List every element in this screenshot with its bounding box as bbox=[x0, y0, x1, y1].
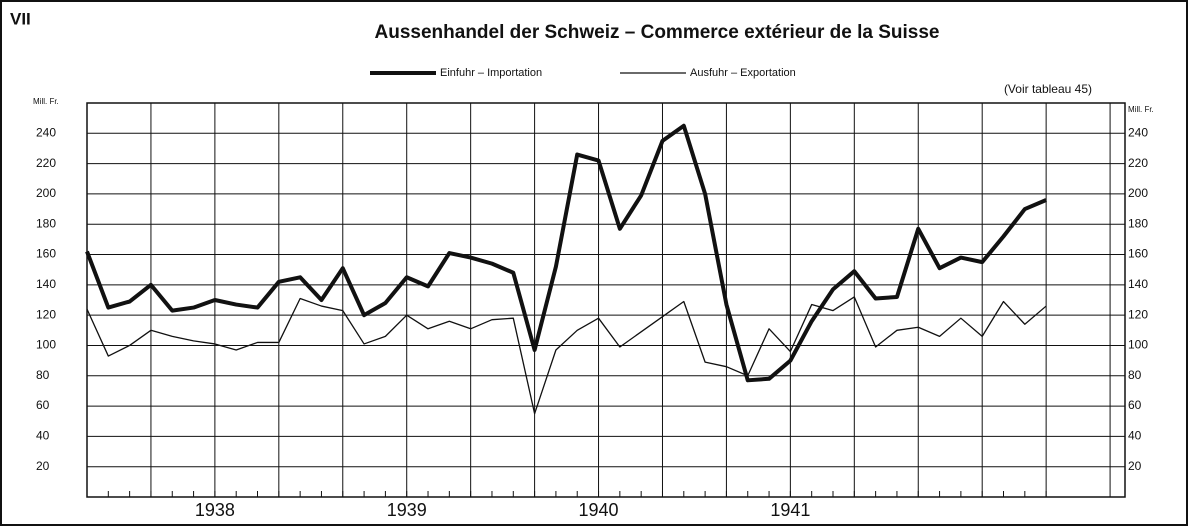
x-tick-label: 1940 bbox=[579, 500, 619, 520]
legend-label: Ausfuhr – Exportation bbox=[690, 67, 796, 79]
x-tick-label: 1938 bbox=[195, 500, 235, 520]
plot-frame bbox=[86, 102, 1126, 498]
y2-tick-label: 80 bbox=[1128, 368, 1142, 382]
y2-tick-label: 40 bbox=[1128, 429, 1142, 443]
chart-title: Aussenhandel der Schweiz – Commerce exté… bbox=[375, 22, 940, 43]
y-tick-label: 80 bbox=[36, 368, 50, 382]
legend-label: Einfuhr – Importation bbox=[440, 67, 542, 79]
y-tick-label: 160 bbox=[36, 247, 56, 261]
x-tick-label: 1941 bbox=[770, 500, 810, 520]
y2-axis-label: Mill. Fr. bbox=[1128, 105, 1154, 114]
y-tick-label: 60 bbox=[36, 398, 50, 412]
y-tick-label: 140 bbox=[36, 277, 56, 291]
y2-tick-label: 240 bbox=[1128, 125, 1148, 139]
note: (Voir tableau 45) bbox=[1004, 82, 1092, 96]
y2-tick-label: 160 bbox=[1128, 247, 1148, 261]
x-tick-label: 1939 bbox=[387, 500, 427, 520]
y-tick-label: 220 bbox=[36, 156, 56, 170]
y-tick-label: 20 bbox=[36, 459, 50, 473]
y-tick-label: 240 bbox=[36, 125, 56, 139]
y2-tick-label: 60 bbox=[1128, 398, 1142, 412]
y-axis-label: Mill. Fr. bbox=[33, 97, 59, 106]
y2-tick-label: 220 bbox=[1128, 156, 1148, 170]
y-tick-label: 40 bbox=[36, 429, 50, 443]
series-line bbox=[85, 123, 1047, 383]
y2-tick-label: 140 bbox=[1128, 277, 1148, 291]
y2-tick-label: 100 bbox=[1128, 338, 1148, 352]
y2-tick-label: 20 bbox=[1128, 459, 1142, 473]
series-line bbox=[86, 296, 1047, 415]
y2-tick-label: 120 bbox=[1128, 307, 1148, 321]
y-tick-label: 100 bbox=[36, 338, 56, 352]
y2-tick-label: 180 bbox=[1128, 216, 1148, 230]
panel-label: VII bbox=[10, 9, 31, 28]
y2-tick-label: 200 bbox=[1128, 186, 1148, 200]
y-tick-label: 200 bbox=[36, 186, 56, 200]
y-tick-label: 180 bbox=[36, 216, 56, 230]
y-tick-label: 120 bbox=[36, 307, 56, 321]
